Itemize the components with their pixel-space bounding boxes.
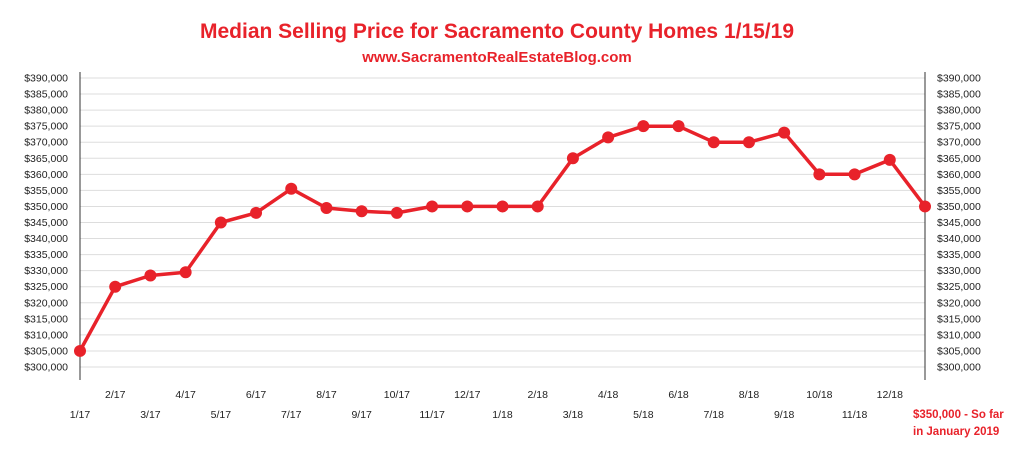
x-tick-label: 7/17 xyxy=(281,409,302,421)
x-tick-label: 10/17 xyxy=(384,389,410,401)
y-tick-label-left: $310,000 xyxy=(24,329,68,341)
data-point xyxy=(179,266,192,279)
series-median-price xyxy=(74,120,931,357)
x-tick-label: 6/18 xyxy=(668,389,689,401)
chart-title: Median Selling Price for Sacramento Coun… xyxy=(200,20,794,43)
y-tick-label-right: $365,000 xyxy=(937,153,981,165)
data-point xyxy=(355,205,368,218)
x-tick-label: 8/18 xyxy=(739,389,760,401)
data-point xyxy=(637,120,650,133)
y-tick-label-left: $315,000 xyxy=(24,313,68,325)
data-point xyxy=(778,126,791,139)
data-point xyxy=(531,200,544,213)
data-point xyxy=(285,182,298,195)
data-point xyxy=(426,200,439,213)
data-point xyxy=(848,168,861,181)
y-tick-label-right: $315,000 xyxy=(937,313,981,325)
x-tick-label: 7/18 xyxy=(704,409,725,421)
data-point xyxy=(320,202,333,215)
x-axis: 1/17 2/17 3/17 4/17 5/17 6/17 7/17 8/17 9/17 10/1… xyxy=(70,389,903,421)
annotation-line-2: in January 2019 xyxy=(913,426,999,438)
x-tick-label: 10/18 xyxy=(806,389,832,401)
y-tick-label-left: $330,000 xyxy=(24,265,68,277)
x-tick-label: 11/18 xyxy=(842,409,868,421)
y-tick-label-right: $330,000 xyxy=(937,265,981,277)
y-tick-label-left: $350,000 xyxy=(24,201,68,213)
y-axis-left: $300,000 $305,000 $310,000 $315,000 $320,000… xyxy=(24,73,68,374)
y-tick-label-right: $350,000 xyxy=(937,201,981,213)
data-point xyxy=(496,200,509,213)
y-tick-label-right: $355,000 xyxy=(937,185,981,197)
y-tick-label-right: $380,000 xyxy=(937,105,981,117)
x-tick-label: 4/18 xyxy=(598,389,619,401)
x-tick-label: 1/17 xyxy=(70,409,91,421)
data-point xyxy=(74,344,86,357)
y-tick-label-left: $340,000 xyxy=(24,233,68,245)
x-tick-label: 12/18 xyxy=(877,389,903,401)
data-point xyxy=(390,206,403,219)
data-point xyxy=(883,153,896,166)
y-tick-label-right: $370,000 xyxy=(937,137,981,149)
y-tick-label-left: $335,000 xyxy=(24,249,68,261)
y-tick-label-right: $310,000 xyxy=(937,329,981,341)
annotation-line-1: $350,000 - So far xyxy=(913,409,1004,421)
x-tick-label: 1/18 xyxy=(492,409,513,421)
x-tick-label: 8/17 xyxy=(316,389,337,401)
y-tick-label-right: $340,000 xyxy=(937,233,981,245)
data-point xyxy=(742,136,755,149)
data-point xyxy=(214,216,227,229)
x-tick-label: 4/17 xyxy=(175,389,196,401)
x-tick-label: 2/18 xyxy=(527,389,548,401)
y-tick-label-right: $335,000 xyxy=(937,249,981,261)
y-tick-label-left: $325,000 xyxy=(24,281,68,293)
y-tick-label-right: $325,000 xyxy=(937,281,981,293)
data-point xyxy=(109,280,122,293)
data-point xyxy=(813,168,826,181)
data-point xyxy=(919,200,931,213)
y-tick-label-left: $375,000 xyxy=(24,121,68,133)
y-tick-label-left: $305,000 xyxy=(24,345,68,357)
y-tick-label-left: $385,000 xyxy=(24,89,68,101)
y-tick-label-left: $360,000 xyxy=(24,169,68,181)
data-point xyxy=(461,200,474,213)
gridlines xyxy=(79,72,926,380)
data-point xyxy=(144,269,157,282)
y-tick-label-left: $355,000 xyxy=(24,185,68,197)
y-tick-label-left: $320,000 xyxy=(24,297,68,309)
y-tick-label-right: $345,000 xyxy=(937,217,981,229)
x-tick-label: 12/17 xyxy=(454,389,480,401)
data-point xyxy=(566,152,579,165)
data-point xyxy=(672,120,685,133)
data-point xyxy=(250,206,263,219)
chart-subtitle: www.SacramentoRealEstateBlog.com xyxy=(361,49,632,66)
y-tick-label-left: $345,000 xyxy=(24,217,68,229)
x-tick-label: 9/18 xyxy=(774,409,795,421)
y-tick-label-right: $300,000 xyxy=(937,362,981,374)
y-tick-label-right: $305,000 xyxy=(937,345,981,357)
x-tick-label: 3/18 xyxy=(563,409,584,421)
x-tick-label: 5/18 xyxy=(633,409,654,421)
y-tick-label-left: $365,000 xyxy=(24,153,68,165)
x-tick-label: 3/17 xyxy=(140,409,161,421)
y-tick-label-right: $360,000 xyxy=(937,169,981,181)
y-tick-label-left: $370,000 xyxy=(24,137,68,149)
y-axis-right: $300,000 $305,000 $310,000 $315,000 $320,000… xyxy=(937,73,981,374)
x-tick-label: 6/17 xyxy=(246,389,267,401)
y-tick-label-right: $390,000 xyxy=(937,73,981,85)
y-tick-label-left: $380,000 xyxy=(24,105,68,117)
x-tick-label: 5/17 xyxy=(211,409,232,421)
data-point xyxy=(602,131,615,144)
y-tick-label-right: $320,000 xyxy=(937,297,981,309)
data-point xyxy=(707,136,720,149)
y-tick-label-right: $375,000 xyxy=(937,121,981,133)
y-tick-label-left: $300,000 xyxy=(24,362,68,374)
x-tick-label: 11/17 xyxy=(419,409,445,421)
x-tick-label: 9/17 xyxy=(351,409,372,421)
y-tick-label-right: $385,000 xyxy=(937,89,981,101)
y-tick-label-left: $390,000 xyxy=(24,73,68,85)
x-tick-label: 2/17 xyxy=(105,389,126,401)
